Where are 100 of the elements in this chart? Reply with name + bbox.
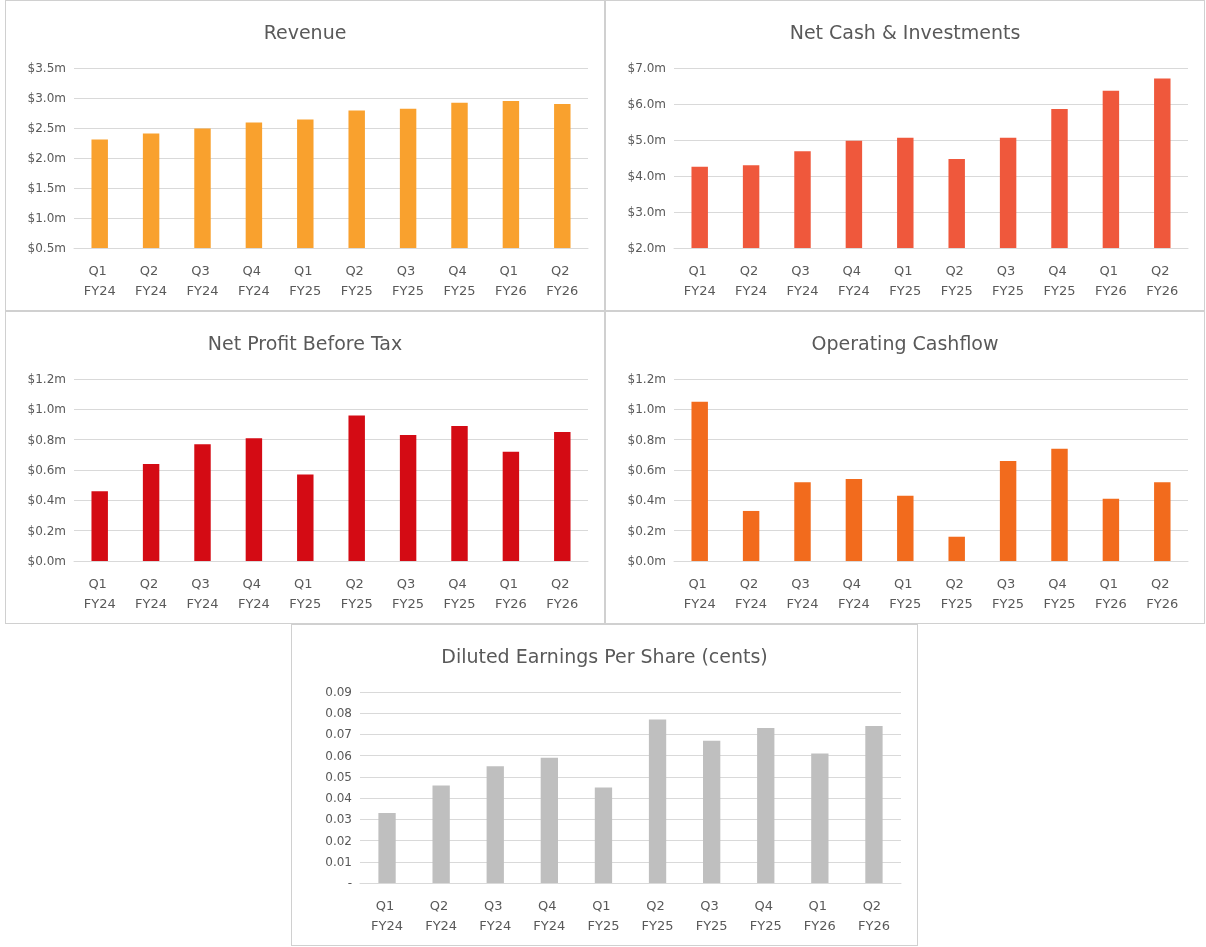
y-tick-label: $0.6m — [27, 463, 66, 477]
chart-title: Diluted Earnings Per Share (cents) — [441, 644, 768, 667]
x-tick-label: Q4 FY24 — [237, 262, 270, 298]
x-tick-label: Q4 FY24 — [837, 262, 870, 298]
bar — [502, 451, 520, 561]
bar — [691, 401, 708, 561]
x-tick-label: Q2 FY26 — [1146, 262, 1179, 298]
x-tick-label: Q2 FY25 — [340, 575, 373, 611]
y-tick-label: 0.09 — [325, 685, 352, 699]
y-tick-label: $1.0m — [27, 211, 66, 225]
y-tick-label: $2.5m — [27, 121, 66, 135]
y-tick-label: $0.8m — [627, 432, 666, 447]
bar — [1051, 448, 1068, 561]
x-tick-label: Q4 FY25 — [1043, 262, 1076, 298]
bar — [245, 438, 263, 561]
x-tick-label: Q2 FY24 — [425, 897, 458, 933]
x-tick-label: Q1 FY24 — [683, 575, 716, 611]
y-tick-label: $0.0m — [27, 554, 66, 568]
x-tick-label: Q2 FY25 — [641, 897, 674, 933]
chart-title: Revenue — [263, 20, 347, 43]
bar — [594, 787, 613, 883]
y-tick-label: $1.0m — [27, 402, 66, 417]
y-tick-label: $3.0m — [627, 205, 666, 219]
y-tick-label: 0.01 — [325, 854, 352, 869]
x-tick-label: Q2 FY26 — [1146, 575, 1179, 611]
bar — [378, 812, 396, 883]
y-tick-label: $1.2m — [627, 372, 666, 386]
x-tick-label: Q4 FY24 — [237, 575, 270, 611]
bar — [486, 766, 504, 883]
y-tick-label: $0.2m — [627, 523, 666, 538]
x-tick-label: Q1 FY26 — [1094, 575, 1127, 611]
x-tick-label: Q3 FY25 — [695, 897, 728, 933]
y-tick-label: - — [347, 876, 352, 890]
y-tick-label: $0.5m — [27, 241, 66, 255]
x-tick-label: Q3 FY24 — [186, 575, 219, 611]
x-tick-label: Q4 FY24 — [533, 897, 566, 933]
y-tick-label: $3.5m — [27, 61, 66, 75]
bar — [399, 435, 417, 561]
x-tick-label: Q3 FY25 — [992, 262, 1025, 298]
bar — [554, 432, 571, 561]
bar — [948, 536, 965, 561]
bar — [194, 444, 211, 561]
y-tick-label: $0.2m — [27, 523, 66, 538]
y-tick-label: $2.0m — [27, 151, 66, 165]
x-tick-label: Q1 FY25 — [889, 575, 922, 611]
bar — [757, 728, 775, 883]
y-tick-label: 0.05 — [325, 769, 352, 784]
x-tick-label: Q1 FY24 — [683, 262, 716, 298]
x-tick-label: Q1 FY25 — [889, 262, 922, 298]
bar — [648, 719, 667, 883]
bar — [1154, 482, 1171, 561]
x-tick-label: Q3 FY24 — [186, 262, 219, 298]
y-tick-label: $4.0m — [627, 169, 666, 183]
y-tick-label: $0.6m — [627, 463, 666, 477]
x-tick-label: Q2 FY24 — [135, 262, 168, 298]
y-tick-label: $7.0m — [627, 61, 666, 75]
x-tick-label: Q4 FY25 — [1043, 575, 1076, 611]
bar — [297, 474, 314, 561]
x-tick-label: Q1 FY25 — [587, 897, 620, 933]
y-tick-label: $3.0m — [27, 91, 66, 105]
bar — [142, 463, 160, 561]
x-tick-label: Q1 FY24 — [371, 897, 404, 933]
y-tick-label: $1.0m — [627, 402, 666, 417]
chart-title: Net Profit Before Tax — [207, 331, 403, 354]
x-tick-label: Q1 FY26 — [494, 262, 527, 298]
bar — [348, 415, 365, 561]
bar — [91, 491, 108, 561]
x-tick-label: Q3 FY25 — [992, 575, 1025, 611]
x-tick-label: Q2 FY24 — [135, 575, 168, 611]
bar — [742, 510, 760, 561]
x-tick-label: Q2 FY25 — [340, 262, 373, 298]
x-tick-label: Q3 FY24 — [786, 262, 819, 298]
x-tick-label: Q3 FY25 — [392, 575, 425, 611]
y-tick-label: 0.04 — [325, 791, 352, 806]
x-tick-label: Q1 FY26 — [494, 575, 527, 611]
y-tick-label: $1.2m — [27, 372, 66, 386]
x-tick-label: Q4 FY25 — [749, 897, 782, 933]
bar — [865, 725, 883, 883]
y-tick-label: 0.08 — [325, 706, 352, 721]
x-tick-label: Q3 FY25 — [392, 262, 425, 298]
x-tick-label: Q4 FY25 — [443, 262, 476, 298]
x-tick-label: Q1 FY26 — [803, 897, 836, 933]
bar — [811, 753, 829, 883]
x-tick-label: Q4 FY24 — [837, 575, 870, 611]
x-tick-label: Q2 FY26 — [546, 575, 579, 611]
bar — [794, 482, 811, 561]
bar — [1102, 498, 1120, 561]
y-tick-label: $6.0m — [627, 97, 666, 111]
bar — [897, 495, 914, 561]
y-tick-label: $0.4m — [27, 493, 66, 508]
x-tick-label: Q1 FY24 — [83, 575, 116, 611]
x-tick-label: Q2 FY24 — [735, 575, 768, 611]
y-tick-label: $1.5m — [27, 181, 66, 195]
y-tick-label: $0.8m — [27, 432, 66, 447]
y-tick-label: 0.07 — [325, 727, 352, 742]
x-tick-label: Q1 FY26 — [1094, 262, 1127, 298]
x-tick-label: Q3 FY24 — [786, 575, 819, 611]
bar — [999, 460, 1017, 561]
y-tick-label: $0.0m — [627, 554, 666, 568]
x-tick-label: Q2 FY26 — [857, 897, 890, 933]
